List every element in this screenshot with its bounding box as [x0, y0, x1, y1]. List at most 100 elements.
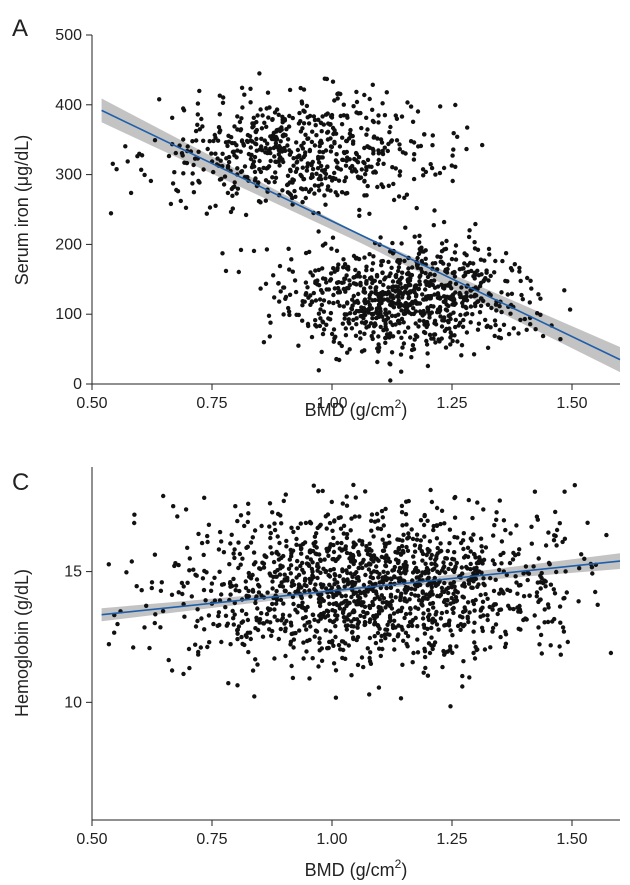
- data-point: [368, 661, 374, 666]
- data-point: [590, 571, 595, 576]
- data-point: [359, 349, 365, 354]
- data-point: [557, 644, 562, 649]
- data-point: [539, 651, 544, 656]
- data-point: [341, 647, 346, 653]
- data-point: [303, 132, 308, 137]
- data-point: [319, 349, 324, 355]
- data-point: [465, 545, 471, 550]
- data-point: [226, 159, 232, 165]
- data-point: [458, 627, 463, 632]
- regression-line: [101, 109, 621, 361]
- data-point: [320, 331, 326, 337]
- data-point: [464, 298, 470, 303]
- data-point: [359, 655, 365, 660]
- data-point: [220, 251, 225, 256]
- data-point: [248, 145, 253, 150]
- data-point: [299, 551, 304, 556]
- data-point: [467, 228, 472, 233]
- data-point: [280, 564, 285, 569]
- data-point: [418, 573, 424, 578]
- data-point: [317, 149, 322, 154]
- data-point: [447, 527, 453, 532]
- data-point: [337, 303, 342, 308]
- data-point: [438, 521, 443, 527]
- data-point: [379, 296, 384, 301]
- data-point: [313, 268, 318, 273]
- data-point: [466, 234, 472, 240]
- data-point: [270, 579, 275, 584]
- data-point: [181, 601, 186, 607]
- data-point: [367, 655, 372, 661]
- data-point: [550, 619, 555, 624]
- data-point: [282, 117, 287, 122]
- data-point: [383, 636, 388, 641]
- data-point: [230, 193, 235, 198]
- data-point: [396, 623, 401, 628]
- data-point: [471, 650, 476, 656]
- data-point: [418, 543, 423, 549]
- data-point: [279, 521, 284, 526]
- data-point: [499, 309, 504, 315]
- data-point: [317, 552, 322, 557]
- data-point: [328, 188, 333, 193]
- data-point: [211, 621, 216, 627]
- data-point: [376, 113, 381, 118]
- data-point: [266, 115, 271, 120]
- data-point: [232, 612, 237, 617]
- data-point: [503, 251, 509, 256]
- data-point: [303, 292, 308, 297]
- data-point: [572, 483, 577, 488]
- data-point: [244, 593, 249, 598]
- data-point: [409, 527, 414, 532]
- data-point: [191, 162, 196, 168]
- data-point: [441, 165, 447, 171]
- data-point: [459, 343, 465, 348]
- data-point: [446, 620, 452, 626]
- data-point: [485, 613, 490, 618]
- data-point: [320, 488, 325, 494]
- data-point: [368, 574, 373, 580]
- data-point: [405, 302, 410, 307]
- data-point: [486, 246, 492, 252]
- data-point: [285, 143, 290, 148]
- data-point: [382, 113, 388, 118]
- data-point: [383, 544, 388, 549]
- data-point: [329, 112, 335, 118]
- data-point: [296, 343, 301, 348]
- data-point: [551, 587, 556, 592]
- data-point: [468, 320, 473, 325]
- data-point: [423, 169, 429, 175]
- data-point: [488, 325, 493, 330]
- data-point: [565, 639, 570, 645]
- data-point: [608, 650, 614, 656]
- data-point: [376, 157, 381, 163]
- data-point: [272, 607, 277, 612]
- data-point: [237, 119, 243, 125]
- data-point: [444, 602, 449, 608]
- data-point: [365, 646, 370, 651]
- data-point: [426, 607, 431, 613]
- data-point: [307, 148, 312, 154]
- data-point: [494, 517, 499, 522]
- data-point: [520, 297, 525, 302]
- y-axis-title: Serum iron (μg/dL): [12, 135, 32, 285]
- data-point: [289, 525, 294, 530]
- data-point: [483, 592, 488, 597]
- data-point: [239, 634, 244, 640]
- data-point: [147, 645, 152, 651]
- data-point: [277, 156, 282, 162]
- data-point: [402, 195, 407, 200]
- data-point: [277, 540, 282, 546]
- data-point: [205, 533, 210, 539]
- data-point: [465, 554, 471, 559]
- data-point: [412, 152, 417, 157]
- data-point: [254, 136, 259, 142]
- data-point: [365, 589, 370, 594]
- data-point: [191, 567, 196, 572]
- data-point: [373, 640, 379, 646]
- data-point: [439, 336, 444, 341]
- data-point: [468, 567, 473, 572]
- data-point: [485, 617, 490, 623]
- data-point: [205, 539, 210, 545]
- data-point: [396, 632, 401, 637]
